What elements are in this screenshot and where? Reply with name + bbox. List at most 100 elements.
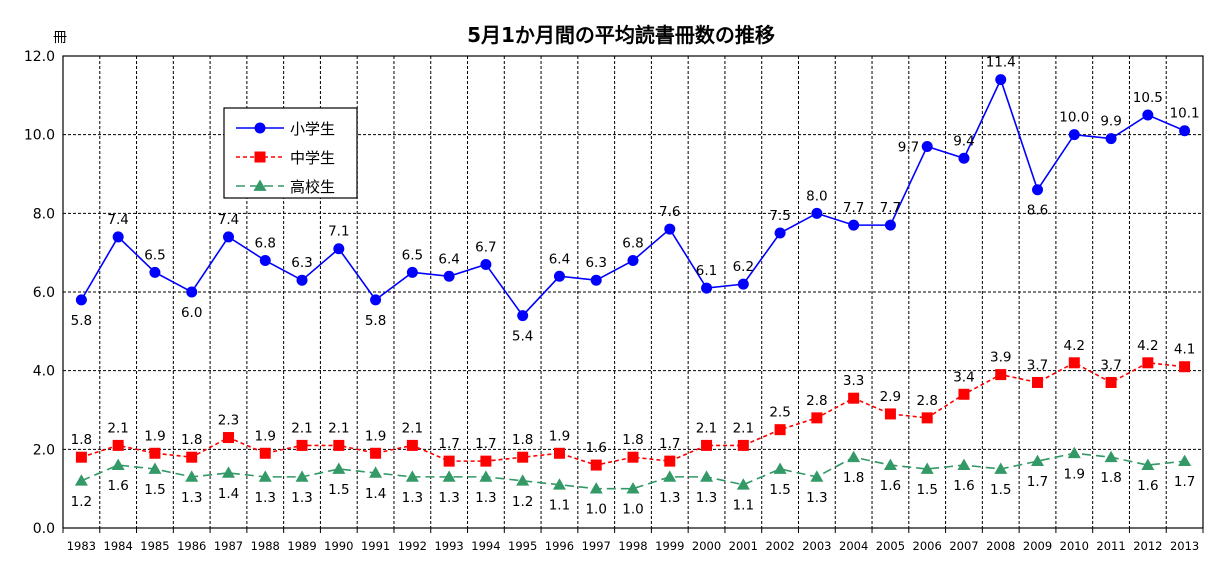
- data-point: [112, 439, 124, 451]
- x-tick-label: 2000: [692, 539, 721, 553]
- data-point: [627, 451, 639, 463]
- data-labels: 5.8 7.4 6.5 6.0 7.4 6.8 6.3 7.1 5.8 6.5 6.4 6.7 5.4 6…: [71, 55, 1200, 518]
- data-label: 1.6: [107, 478, 128, 494]
- data-label: 1.3: [659, 490, 680, 506]
- x-tick-label: 2007: [949, 539, 978, 553]
- data-label: 1.7: [475, 436, 496, 452]
- data-label: 1.7: [1027, 474, 1048, 490]
- data-point: [186, 286, 198, 298]
- x-tick-label: 1989: [287, 539, 316, 553]
- data-point: [221, 466, 235, 478]
- data-point: [75, 451, 87, 463]
- data-point: [958, 152, 970, 164]
- data-label: 1.3: [255, 490, 276, 506]
- data-point: [1068, 357, 1080, 369]
- data-point: [1179, 361, 1191, 373]
- data-label: 6.8: [622, 236, 643, 252]
- legend-label: 高校生: [290, 178, 335, 196]
- data-point: [627, 255, 639, 267]
- data-point: [701, 439, 713, 451]
- data-label: 6.4: [438, 251, 459, 267]
- data-point: [1105, 133, 1117, 145]
- data-point: [957, 458, 971, 470]
- data-label: 1.3: [291, 490, 312, 506]
- data-point: [1032, 184, 1044, 196]
- data-point: [148, 462, 162, 474]
- data-label: 1.4: [218, 486, 239, 502]
- data-label: 6.3: [585, 255, 606, 271]
- data-point: [258, 470, 272, 482]
- data-label: 2.1: [291, 420, 312, 436]
- data-label: 10.0: [1059, 110, 1089, 126]
- data-label: 8.6: [1027, 203, 1048, 219]
- x-tick-label: 1988: [251, 539, 280, 553]
- data-label: 4.2: [1137, 338, 1158, 354]
- data-point: [480, 455, 492, 467]
- data-point: [590, 274, 602, 286]
- data-point: [1179, 125, 1191, 137]
- data-label: 5.8: [71, 313, 92, 329]
- data-label: 1.9: [255, 428, 276, 444]
- y-tick-label: 6.0: [33, 285, 55, 301]
- x-tick-label: 1993: [434, 539, 463, 553]
- data-label: 1.5: [328, 482, 349, 498]
- data-label: 6.7: [475, 239, 496, 255]
- data-label: 3.4: [953, 369, 974, 385]
- data-label: 7.6: [659, 204, 680, 220]
- y-axis-ticks: 0.0 2.0 4.0 6.0 8.0 10.0 12.0: [24, 49, 55, 537]
- data-label: 6.8: [255, 236, 276, 252]
- data-label: 1.5: [916, 482, 937, 498]
- data-point: [480, 258, 492, 270]
- data-label: 1.6: [953, 478, 974, 494]
- data-point: [185, 470, 199, 482]
- series-group: [74, 74, 1192, 494]
- data-label: 1.3: [402, 490, 423, 506]
- data-label: 7.5: [769, 208, 790, 224]
- data-label: 1.6: [1137, 478, 1158, 494]
- data-point: [479, 470, 493, 482]
- data-label: 2.1: [696, 420, 717, 436]
- data-point: [701, 282, 713, 294]
- x-tick-label: 1986: [177, 539, 206, 553]
- data-point: [1104, 450, 1118, 463]
- data-label: 7.4: [107, 212, 128, 228]
- data-label: 6.3: [291, 255, 312, 271]
- data-point: [811, 207, 823, 219]
- data-label: 1.9: [144, 428, 165, 444]
- data-label: 1.8: [71, 432, 92, 448]
- data-label: 3.3: [843, 373, 864, 389]
- data-point: [1142, 357, 1154, 369]
- x-tick-label: 2004: [839, 539, 868, 553]
- data-point: [186, 451, 198, 463]
- data-point: [1068, 129, 1080, 141]
- data-point: [1178, 454, 1192, 467]
- data-label: 8.0: [806, 188, 827, 204]
- x-axis-ticks: 1983 1984 1985 1986 1987 1988 1989 1990 1991 1992…: [67, 539, 1200, 553]
- legend-label: 中学生: [290, 149, 335, 167]
- legend-marker: [254, 122, 266, 134]
- y-tick-label: 10.0: [24, 128, 55, 144]
- data-label: 6.5: [402, 247, 423, 263]
- data-label: 6.1: [696, 263, 717, 279]
- data-label: 2.8: [806, 393, 827, 409]
- data-label: 3.7: [1100, 357, 1121, 373]
- legend-label: 小学生: [290, 120, 335, 138]
- data-point: [332, 462, 346, 474]
- y-tick-label: 2.0: [33, 442, 55, 458]
- data-label: 2.5: [769, 405, 790, 421]
- data-label: 2.1: [107, 420, 128, 436]
- data-point: [700, 470, 714, 482]
- data-label: 2.9: [880, 389, 901, 405]
- data-point: [149, 447, 161, 459]
- x-tick-label: 2001: [729, 539, 758, 553]
- data-point: [884, 408, 896, 420]
- x-tick-label: 2012: [1133, 539, 1162, 553]
- data-label: 4.2: [1064, 338, 1085, 354]
- gridlines: [63, 56, 1203, 528]
- x-tick-label: 2009: [1023, 539, 1052, 553]
- data-point: [111, 458, 125, 470]
- data-label: 7.4: [218, 212, 239, 228]
- legend-marker: [253, 179, 267, 191]
- data-label: 1.8: [843, 470, 864, 486]
- y-axis-unit-label: 冊: [53, 30, 67, 46]
